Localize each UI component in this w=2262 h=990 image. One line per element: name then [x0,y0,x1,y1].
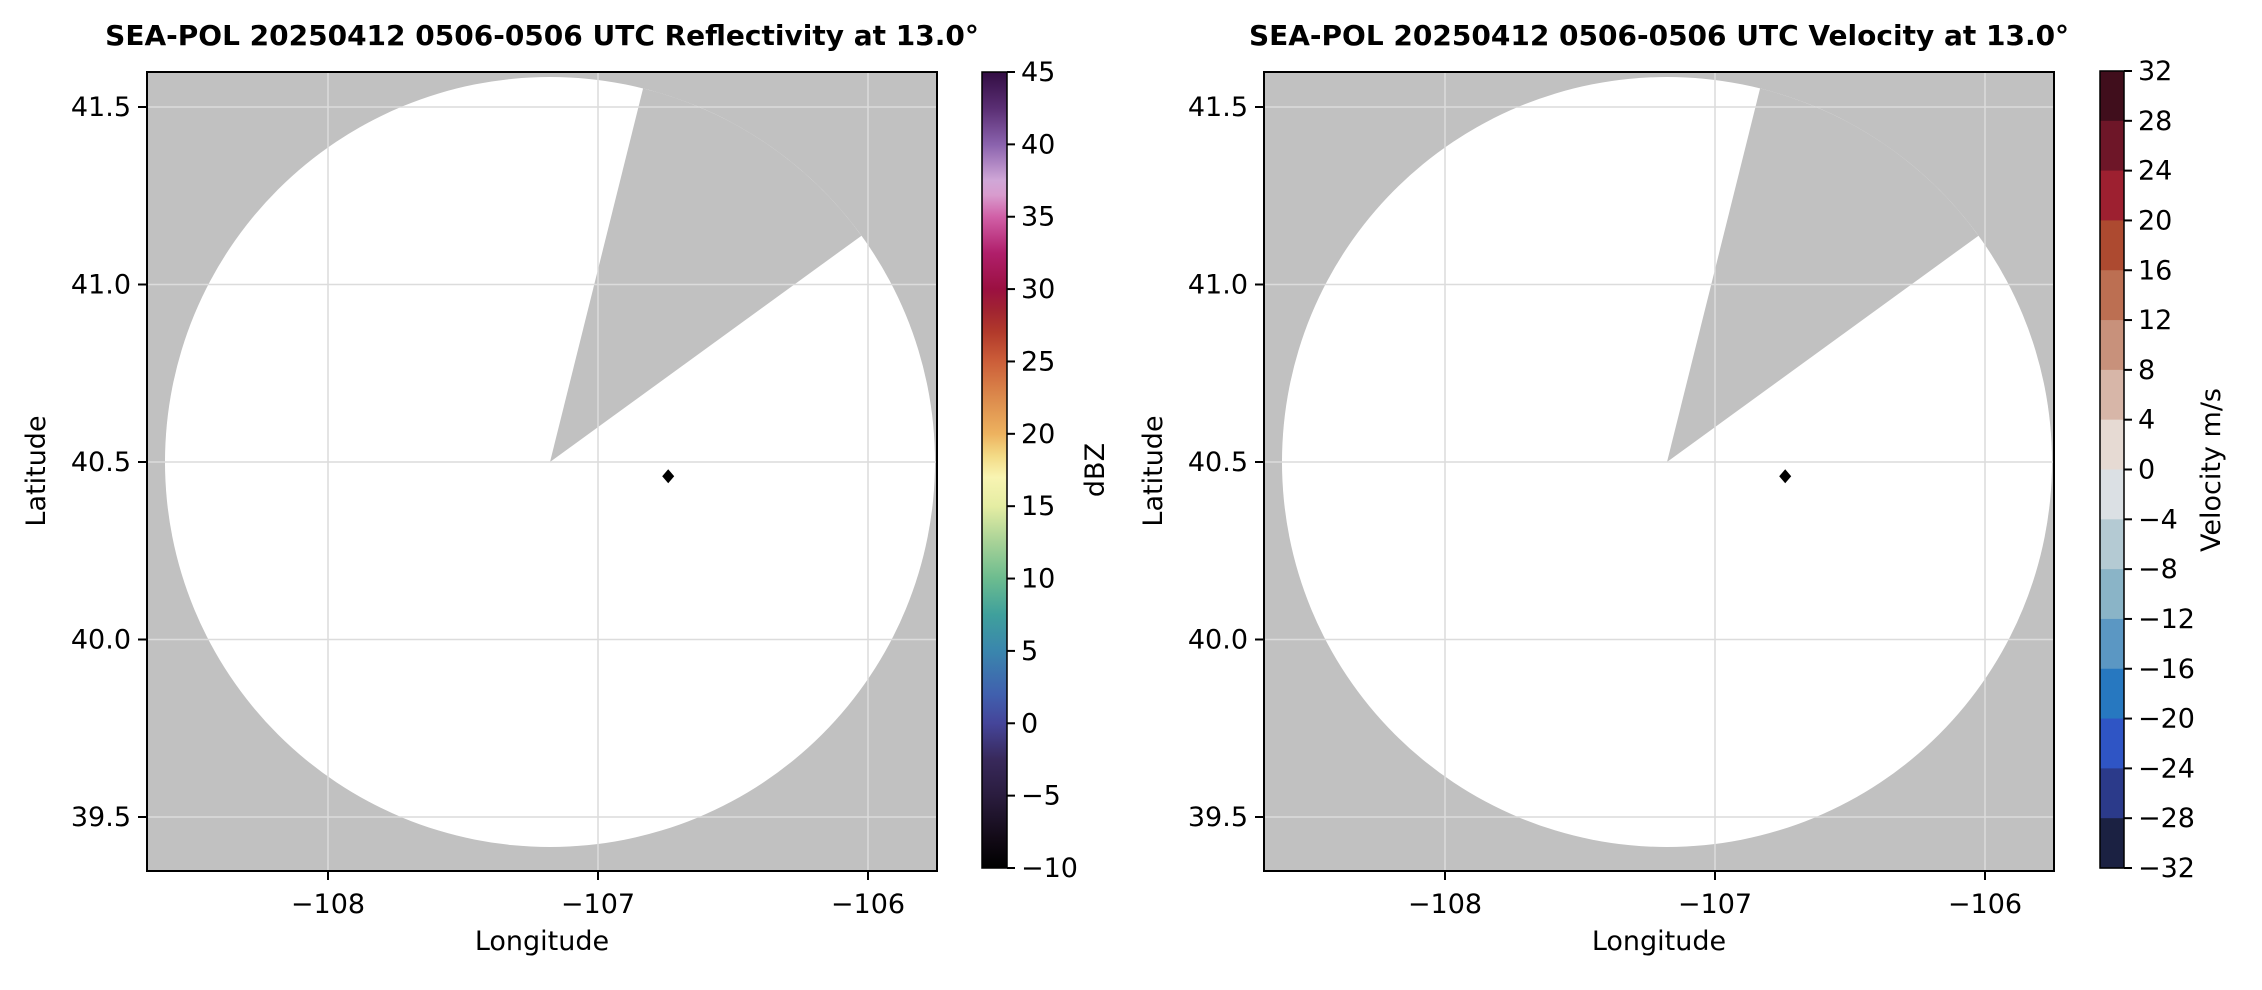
colorbar-segment [2100,519,2124,570]
colorbar-segment [2100,818,2124,869]
colorbar-tick-label: 8 [2138,355,2155,386]
colorbar-segment [2100,369,2124,421]
colorbar-tick-label: −10 [1021,853,1078,884]
colorbar-segment [2100,618,2124,670]
colorbar-reflectivity [982,72,1007,868]
colorbar-tick-label: 40 [1021,129,1055,160]
missing-sector-wedge [550,88,862,463]
x-tick-label: −108 [291,889,365,920]
colorbar-segment [2100,71,2124,122]
reflectivity-panel: −108 −107 −106 41.5 41.0 40.5 40.0 39.5 45 40 35 30… [71,57,1078,920]
colorbar-tick-label: 24 [2138,156,2172,187]
y-tick-label: 39.5 [1188,802,1248,833]
x-tick-label: −108 [1408,889,1482,920]
colorbar-segment [2100,668,2124,720]
y-tick-label: 41.0 [71,270,131,301]
x-tick-label: −107 [1678,889,1752,920]
colorbar-tick-label: 16 [2138,255,2172,286]
colorbar-tick-label: 25 [1021,346,1055,377]
axes-spines [1263,71,2055,872]
colorbar-tick-label: −20 [2138,704,2195,735]
y-tick-label: 39.5 [71,802,131,833]
x-tick-label: −107 [561,889,635,920]
colorbar-tick-label: 20 [2138,205,2172,236]
colorbar-outline [981,71,1008,869]
colorbar-tick-label: 5 [1021,636,1038,667]
axes-spines [146,71,938,872]
colorbar-tick-label: −16 [2138,654,2195,685]
reflectivity-ylabel: Latitude [21,415,52,526]
colorbar-tick-label: −4 [2138,504,2178,535]
velocity-title: SEA-POL 20250412 0506-0506 UTC Velocity … [1249,19,2069,52]
location-marker [662,469,675,484]
colorbar-tick-label: 28 [2138,106,2172,137]
colorbar-tick-label: 20 [1021,419,1055,450]
reflectivity-colorbar-label: dBZ [1080,443,1111,497]
colorbar-tick-label: −12 [2138,604,2195,635]
colorbar-tick-label: −28 [2138,803,2195,834]
colorbar-segment [2100,718,2124,769]
colorbar-tick-label: 15 [1021,491,1055,522]
colorbar-tick-label: 0 [1021,708,1038,739]
y-tick-label: 40.5 [71,447,131,478]
colorbar-segment [2100,569,2124,620]
colorbar-tick-label: 4 [2138,405,2155,436]
colorbar-tick-label: 10 [1021,564,1055,595]
y-tick-label: 40.0 [1188,625,1248,656]
x-tick-label: −106 [831,889,905,920]
location-marker [1779,469,1792,484]
colorbar-tick-label: −5 [1021,781,1061,812]
generated-chart-layer: −108 −107 −10641.541.040.540.039.545403530… [71,56,2195,920]
colorbar-tick-label: 30 [1021,274,1055,305]
colorbar-segment [2100,469,2124,520]
velocity-panel: −108 −107 −106 41.5 41.0 40.5 40.0 39.5 32 28 24 20… [1188,56,2195,920]
colorbar-tick-label: 35 [1021,202,1055,233]
colorbar-tick-label: −8 [2138,554,2178,585]
colorbar-tick-label: −32 [2138,853,2195,884]
reflectivity-title: SEA-POL 20250412 0506-0506 UTC Reflectiv… [105,19,979,52]
colorbar-tick-label: −24 [2138,753,2195,784]
velocity-xlabel: Longitude [1592,926,1726,957]
missing-sector-wedge [1667,88,1979,463]
colorbar-segment [2100,419,2124,471]
colorbar-tick-label: 12 [2138,305,2172,336]
y-tick-label: 41.5 [71,92,131,123]
colorbar-segment [2100,120,2124,172]
colorbar-segment [2100,270,2124,321]
colorbar-segment [2100,220,2124,271]
velocity-ylabel: Latitude [1138,415,1169,526]
colorbar-tick-label: 45 [1021,57,1055,88]
y-tick-label: 41.5 [1188,92,1248,123]
colorbar-segment [2100,320,2124,371]
y-tick-label: 40.0 [71,625,131,656]
colorbar-tick-label: 32 [2138,56,2172,87]
colorbar-segment [2100,170,2124,222]
velocity-colorbar-label: Velocity m/s [2196,388,2227,552]
reflectivity-xlabel: Longitude [475,926,609,957]
y-tick-label: 40.5 [1188,447,1248,478]
colorbar-tick-label: 0 [2138,455,2155,486]
x-tick-label: −106 [1948,889,2022,920]
colorbar-segment [2100,768,2124,819]
y-tick-label: 41.0 [1188,270,1248,301]
